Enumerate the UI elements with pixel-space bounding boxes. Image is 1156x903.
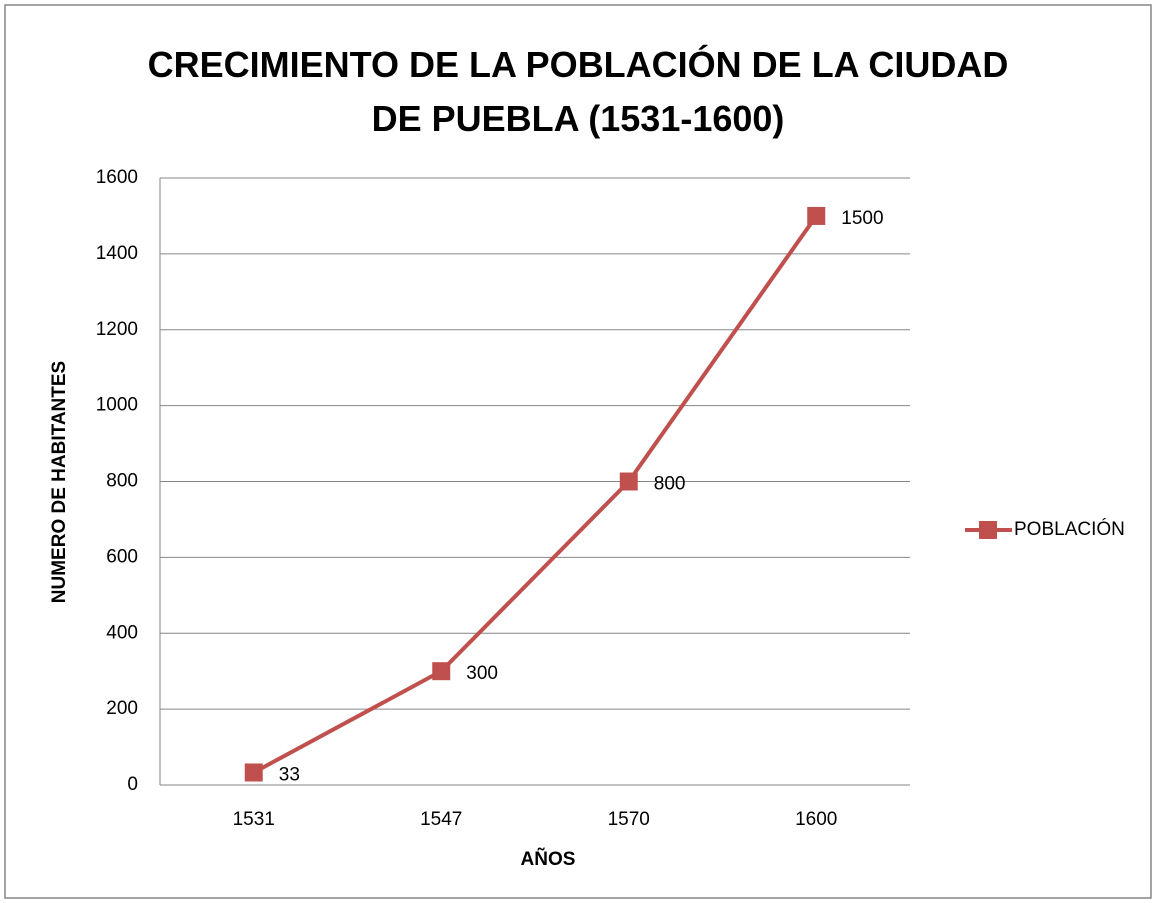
y-tick-label: 600 <box>106 546 138 567</box>
x-tick-label: 1547 <box>420 809 462 830</box>
y-tick-label: 200 <box>106 698 138 719</box>
legend-marker <box>979 521 997 539</box>
chart-border <box>4 4 1152 899</box>
marker <box>619 472 638 491</box>
legend-label: POBLACIÓN <box>1014 518 1125 540</box>
x-tick-label: 1600 <box>795 809 837 830</box>
y-tick-label: 1400 <box>96 243 138 264</box>
y-tick-label: 1600 <box>96 167 138 188</box>
y-tick-label: 1000 <box>96 395 138 416</box>
y-tick-label: 1200 <box>96 319 138 340</box>
marker <box>432 662 451 681</box>
x-axis-label: AÑOS <box>521 848 576 870</box>
y-tick-label: 800 <box>106 471 138 492</box>
y-tick-label: 400 <box>106 622 138 643</box>
data-label: 800 <box>654 474 686 495</box>
series-line <box>252 214 818 775</box>
data-label: 1500 <box>841 208 883 229</box>
y-axis-label: NUMERO DE HABITANTES <box>49 361 70 603</box>
marker <box>807 206 826 225</box>
x-tick-label: 1570 <box>608 809 650 830</box>
chart-title: CRECIMIENTO DE LA POBLACIÓN DE LA CIUDAD… <box>147 44 1009 139</box>
y-tick-label: 0 <box>127 774 138 795</box>
data-label: 33 <box>279 764 300 785</box>
x-tick-label: 1531 <box>233 809 275 830</box>
marker <box>244 763 263 782</box>
data-label: 300 <box>466 663 498 684</box>
